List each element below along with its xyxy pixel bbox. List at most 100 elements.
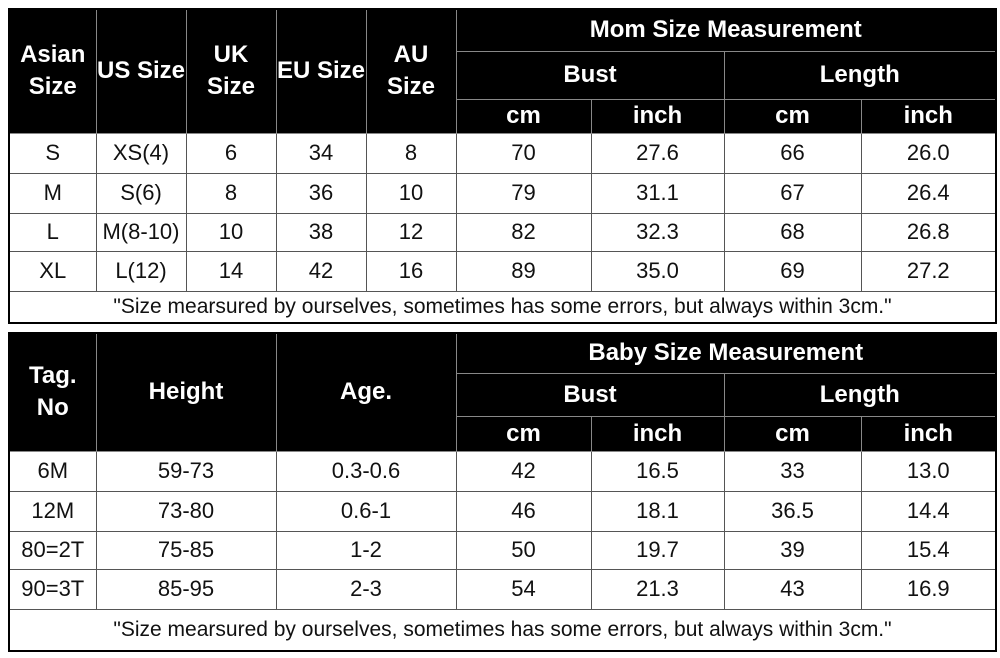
cell: 42: [275, 250, 367, 292]
cell: 18.1: [590, 490, 725, 532]
cell: 26.8: [860, 212, 997, 252]
cell: 46: [455, 490, 592, 532]
cell: 14.4: [860, 490, 997, 532]
data-row: 80=2T 75-85 1-2 50 19.7 39 15.4: [8, 530, 997, 570]
cell: 21.3: [590, 568, 725, 610]
cell: XS(4): [95, 132, 187, 174]
cell: 2-3: [275, 568, 457, 610]
cell: 0.6-1: [275, 490, 457, 532]
cell: 90=3T: [8, 568, 97, 610]
column-header: Height: [95, 332, 277, 452]
note-row: "Size mearsured by ourselves, sometimes …: [8, 290, 997, 324]
data-row: L M(8-10) 10 38 12 82 32.3 68 26.8: [8, 212, 997, 252]
group-header: Length: [723, 50, 997, 100]
unit-header: inch: [590, 415, 725, 452]
table-title: Mom Size Measurement: [455, 8, 997, 52]
cell: 8: [365, 132, 457, 174]
column-header: AU Size: [365, 8, 457, 134]
cell: 50: [455, 530, 592, 570]
cell: 26.0: [860, 132, 997, 174]
data-row: 12M 73-80 0.6-1 46 18.1 36.5 14.4: [8, 490, 997, 532]
data-row: 90=3T 85-95 2-3 54 21.3 43 16.9: [8, 568, 997, 610]
cell: 36: [275, 172, 367, 214]
cell: 54: [455, 568, 592, 610]
header-row: Tag. No Height Age. Baby Size Measurement: [8, 332, 997, 452]
cell: 6: [185, 132, 277, 174]
unit-header: cm: [455, 415, 592, 452]
column-header: Asian Size: [8, 8, 97, 134]
cell: 27.2: [860, 250, 997, 292]
unit-header: cm: [723, 415, 862, 452]
note: "Size mearsured by ourselves, sometimes …: [8, 290, 997, 324]
cell: 67: [723, 172, 862, 214]
data-row: M S(6) 8 36 10 79 31.1 67 26.4: [8, 172, 997, 214]
cell: 16.9: [860, 568, 997, 610]
note-row: "Size mearsured by ourselves, sometimes …: [8, 608, 997, 652]
unit-header: cm: [455, 98, 592, 134]
group-header: Length: [723, 372, 997, 417]
unit-header: inch: [860, 415, 997, 452]
cell: 27.6: [590, 132, 725, 174]
column-header: UK Size: [185, 8, 277, 134]
cell: XL: [8, 250, 97, 292]
note: "Size mearsured by ourselves, sometimes …: [8, 608, 997, 652]
size-table: Asian Size US Size UK Size EU Size AU Size Mo…: [8, 8, 998, 324]
cell: 38: [275, 212, 367, 252]
header-row: cm inch cm inch: [9, 415, 997, 452]
column-header: Tag. No: [8, 332, 97, 452]
unit-header: inch: [860, 98, 997, 134]
cell: 12: [365, 212, 457, 252]
cell: 36.5: [723, 490, 862, 532]
table-title: Baby Size Measurement: [455, 332, 997, 374]
cell: 19.7: [590, 530, 725, 570]
cell: 12M: [8, 490, 97, 532]
data-row: XL L(12) 14 42 16 89 35.0 69 27.2: [8, 250, 997, 292]
cell: 1-2: [275, 530, 457, 570]
cell: 39: [723, 530, 862, 570]
group-header: Bust: [455, 372, 725, 417]
column-header: EU Size: [275, 8, 367, 134]
cell: 42: [455, 450, 592, 492]
cell: 80=2T: [8, 530, 97, 570]
cell: 66: [723, 132, 862, 174]
cell: 75-85: [95, 530, 277, 570]
data-row: S XS(4) 6 34 8 70 27.6 66 26.0: [8, 132, 997, 174]
cell: M(8-10): [95, 212, 187, 252]
cell: 68: [723, 212, 862, 252]
cell: 8: [185, 172, 277, 214]
cell: S: [8, 132, 97, 174]
unit-header: inch: [590, 98, 725, 134]
cell: L: [8, 212, 97, 252]
cell: L(12): [95, 250, 187, 292]
cell: 16: [365, 250, 457, 292]
cell: S(6): [95, 172, 187, 214]
unit-header: cm: [723, 98, 862, 134]
cell: 73-80: [95, 490, 277, 532]
cell: 10: [365, 172, 457, 214]
cell: 31.1: [590, 172, 725, 214]
header-row: Bust Length: [9, 372, 997, 417]
group-header: Bust: [455, 50, 725, 100]
column-header: Age.: [275, 332, 457, 452]
header-row: Asian Size US Size UK Size EU Size AU Size Mo…: [8, 8, 997, 134]
cell: 79: [455, 172, 592, 214]
cell: 13.0: [860, 450, 997, 492]
cell: 89: [455, 250, 592, 292]
cell: 33: [723, 450, 862, 492]
cell: 35.0: [590, 250, 725, 292]
cell: 26.4: [860, 172, 997, 214]
cell: 43: [723, 568, 862, 610]
cell: 14: [185, 250, 277, 292]
cell: M: [8, 172, 97, 214]
cell: 10: [185, 212, 277, 252]
data-row: 6M 59-73 0.3-0.6 42 16.5 33 13.0: [8, 450, 997, 492]
size-table: Tag. No Height Age. Baby Size Measurement Bu…: [8, 332, 998, 652]
cell: 32.3: [590, 212, 725, 252]
cell: 34: [275, 132, 367, 174]
cell: 82: [455, 212, 592, 252]
cell: 16.5: [590, 450, 725, 492]
column-header: US Size: [95, 8, 187, 134]
cell: 69: [723, 250, 862, 292]
cell: 85-95: [95, 568, 277, 610]
